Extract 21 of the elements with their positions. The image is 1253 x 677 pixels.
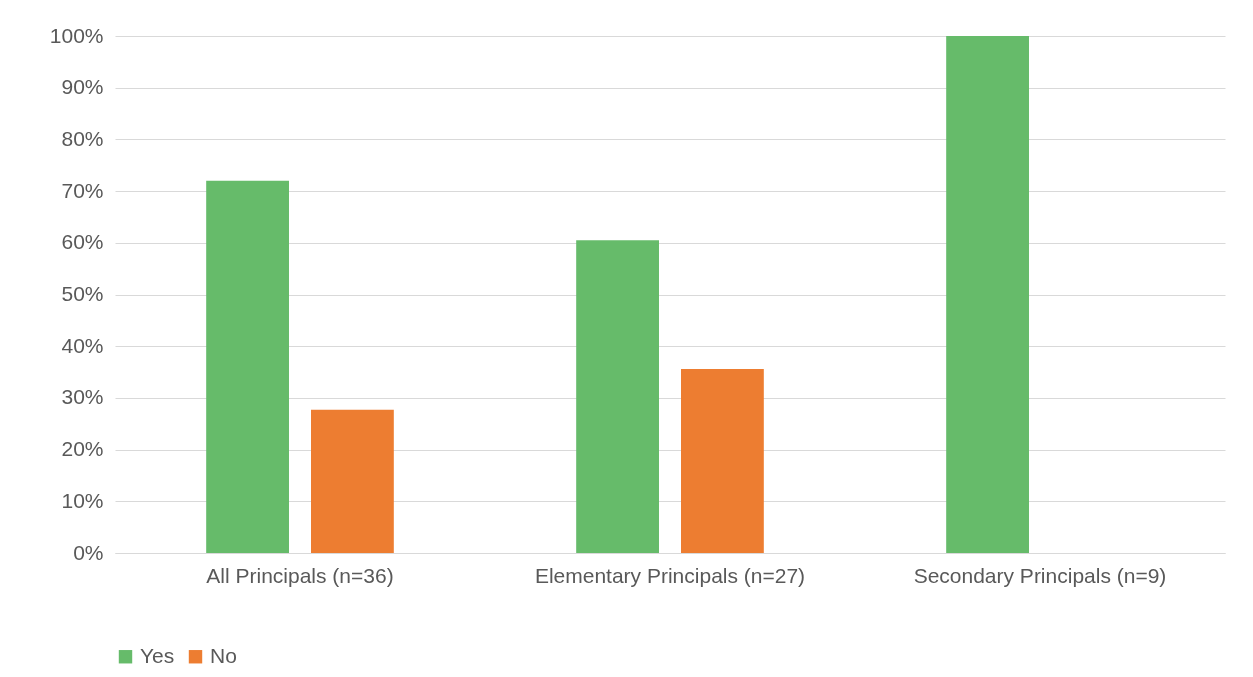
y-tick-label: 0% [73, 540, 104, 564]
bar [206, 180, 289, 553]
bar [681, 368, 764, 553]
y-tick-label: 100% [49, 23, 104, 47]
y-tick-label: 70% [61, 178, 104, 202]
y-tick-label: 60% [61, 230, 104, 254]
x-tick-label: Elementary Principals (n=27) [534, 563, 806, 587]
x-tick-label: Secondary Principals (n=9) [913, 563, 1167, 587]
bar [311, 409, 394, 553]
y-tick-label: 90% [61, 75, 104, 99]
y-tick-label: 40% [61, 333, 104, 357]
legend-label: Yes [140, 643, 175, 667]
bar [946, 36, 1029, 553]
x-tick-label: All Principals (n=36) [206, 563, 394, 587]
y-tick-label: 80% [61, 126, 104, 150]
legend-label: No [210, 643, 237, 667]
y-tick-label: 10% [61, 488, 104, 512]
y-tick-label: 20% [61, 437, 104, 461]
y-tick-label: 30% [61, 385, 104, 409]
y-tick-label: 50% [61, 282, 104, 305]
bar [576, 240, 659, 553]
